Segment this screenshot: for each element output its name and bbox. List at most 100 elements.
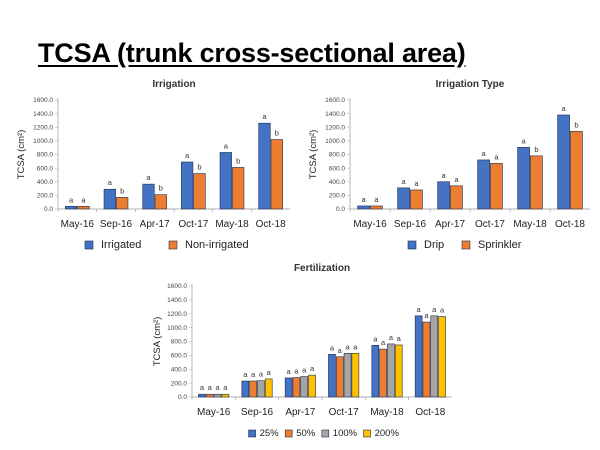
significance-label: a	[442, 171, 447, 180]
significance-label: a	[417, 305, 422, 314]
y-tick-label: 1200.0	[33, 124, 53, 131]
legend-label: 100%	[333, 428, 358, 439]
y-tick-label: 1000.0	[325, 138, 345, 145]
x-category-label: Sep-16	[100, 219, 133, 230]
bar-sprinkler-apr-17	[450, 185, 463, 210]
y-tick-label: 1400.0	[33, 111, 53, 118]
bar-25--apr-17	[284, 377, 293, 398]
bar-drip-may-16	[357, 205, 370, 210]
significance-label: a	[287, 367, 292, 376]
bar-sprinkler-oct-18	[570, 131, 583, 210]
legend-label: 200%	[375, 428, 400, 439]
bar-100--oct-18	[430, 315, 439, 398]
x-category-label: May-16	[353, 219, 387, 230]
bar-non-irrigated-sep-16	[116, 197, 129, 210]
significance-label: b	[120, 186, 124, 195]
chart-title: Irrigation Type	[436, 79, 505, 90]
significance-label: a	[81, 195, 86, 204]
bar-100--oct-17	[343, 352, 352, 398]
x-category-label: May-18	[215, 219, 249, 230]
significance-label: b	[236, 156, 240, 165]
y-tick-label: 200.0	[329, 193, 346, 200]
y-tick-label: 800.0	[171, 339, 188, 346]
significance-label: a	[338, 346, 343, 355]
significance-label: a	[522, 136, 527, 145]
bar-irrigated-sep-16	[103, 188, 116, 210]
bar-irrigated-oct-18	[258, 122, 271, 210]
bar-25--oct-18	[414, 315, 423, 398]
legend-label: Non-irrigated	[185, 239, 249, 251]
y-tick-label: 600.0	[171, 353, 188, 360]
x-category-label: Oct-18	[415, 407, 445, 418]
irrigation-chart: Irrigation 0.0 200.0 400.0 600.0 800.0 1000.0 1…	[16, 79, 290, 251]
bar-50--oct-18	[422, 321, 431, 398]
significance-label: b	[574, 120, 578, 129]
significance-label: a	[373, 334, 378, 343]
significance-label: a	[69, 195, 74, 204]
significance-label: a	[310, 364, 315, 373]
legend-swatch	[248, 429, 256, 438]
bar-non-irrigated-apr-17	[154, 194, 167, 210]
x-category-label: Sep-16	[241, 407, 274, 418]
bar-25--sep-16	[241, 380, 250, 398]
bar-sprinkler-may-16	[370, 205, 383, 210]
significance-label: a	[424, 311, 429, 320]
significance-label: a	[494, 152, 499, 161]
y-tick-label: 1000.0	[33, 138, 53, 145]
significance-label: b	[275, 129, 279, 138]
bar-non-irrigated-oct-18	[270, 139, 283, 210]
y-tick-label: 1600.0	[325, 97, 345, 104]
significance-label: a	[267, 368, 272, 377]
significance-label: a	[482, 149, 487, 158]
legend-swatch	[461, 240, 471, 250]
bar-50--sep-16	[249, 380, 257, 398]
slide-title: TCSA (trunk cross-sectional area)	[38, 38, 466, 68]
bar-100--sep-16	[257, 380, 265, 398]
y-tick-label: 0.0	[336, 206, 345, 213]
significance-label: a	[381, 338, 386, 347]
significance-label: a	[414, 179, 419, 188]
bar-non-irrigated-may-18	[232, 167, 245, 210]
bar-sprinkler-sep-16	[410, 189, 423, 210]
y-axis-label: TCSA (cm²)	[308, 130, 319, 180]
bar-200--oct-18	[438, 316, 446, 398]
significance-label: a	[262, 112, 267, 121]
bar-100--may-16	[213, 393, 222, 398]
bar-200--oct-17	[351, 352, 360, 398]
x-category-label: May-16	[61, 219, 95, 230]
legend-label: 25%	[260, 428, 280, 439]
bar-non-irrigated-may-16	[77, 205, 90, 210]
y-axis-label: TCSA (cm²)	[16, 130, 27, 180]
y-tick-label: 400.0	[37, 179, 54, 186]
bar-drip-oct-17	[477, 159, 490, 210]
significance-label: a	[362, 195, 367, 204]
significance-label: a	[397, 334, 402, 343]
x-category-label: Apr-17	[140, 219, 170, 230]
x-category-label: Oct-17	[329, 407, 359, 418]
y-tick-label: 1600.0	[33, 97, 53, 104]
significance-label: a	[432, 305, 437, 314]
bar-sprinkler-may-18	[530, 155, 543, 210]
significance-label: a	[185, 151, 190, 160]
bar-irrigated-may-16	[65, 205, 78, 210]
legend-swatch	[407, 240, 417, 250]
legend-swatch	[321, 429, 330, 438]
y-tick-label: 600.0	[329, 165, 346, 172]
significance-label: a	[224, 141, 229, 150]
bar-25--may-16	[198, 393, 206, 398]
bar-sprinkler-oct-17	[490, 163, 503, 210]
bar-irrigated-may-18	[219, 152, 232, 210]
bar-200--may-18	[394, 344, 403, 398]
bar-200--sep-16	[264, 378, 273, 398]
bar-drip-may-18	[517, 147, 530, 210]
y-axis-label: TCSA (cm²)	[152, 317, 163, 367]
significance-label: a	[146, 173, 151, 182]
significance-label: b	[534, 145, 538, 154]
x-category-label: Oct-18	[555, 219, 585, 230]
x-category-label: May-16	[197, 407, 231, 418]
y-tick-label: 600.0	[37, 165, 54, 172]
y-tick-label: 400.0	[329, 179, 346, 186]
y-tick-label: 200.0	[171, 380, 188, 387]
significance-label: a	[243, 370, 248, 379]
legend-label: 50%	[296, 428, 316, 439]
